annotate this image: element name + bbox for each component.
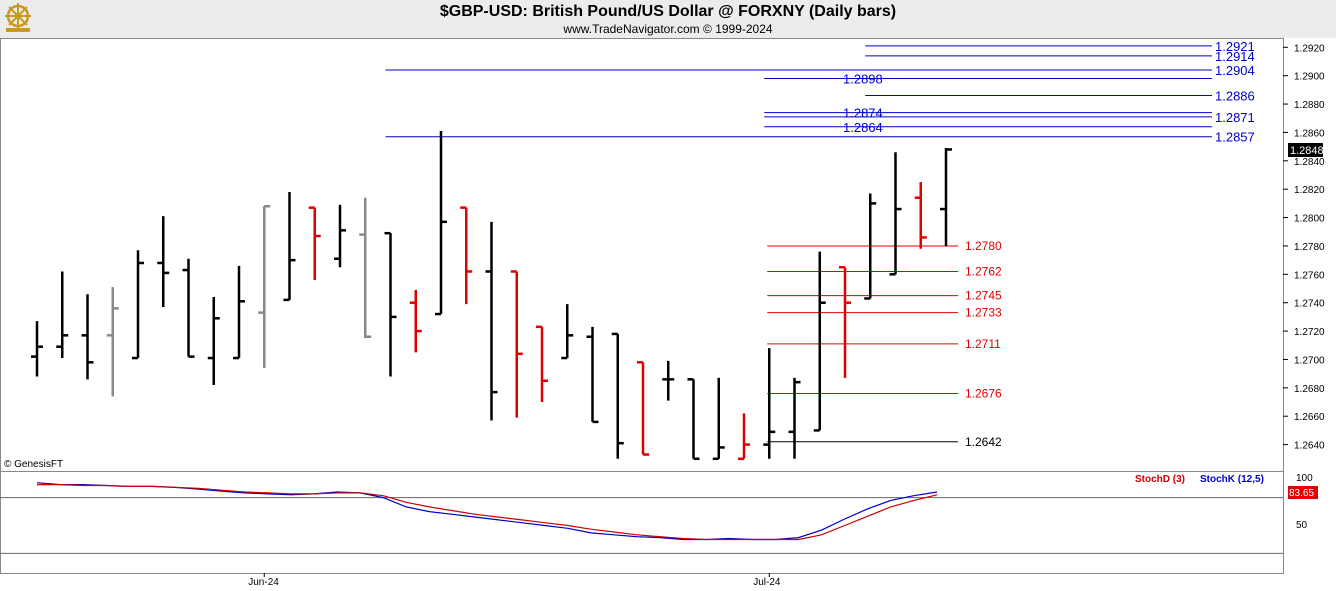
price-tick-label: 1.2720 (1294, 327, 1325, 338)
resistance-label: 1.2874 (843, 106, 883, 121)
resistance-label: 1.2921 (1215, 39, 1255, 54)
support-label: 1.2780 (965, 239, 1002, 253)
price-tick-label: 1.2900 (1294, 72, 1325, 83)
price-tick-label: 1.2800 (1294, 214, 1325, 225)
price-tick-label: 1.2820 (1294, 185, 1325, 196)
legend-stochk: StochK (12,5) (1200, 474, 1264, 485)
price-tick-label: 1.2860 (1294, 128, 1325, 139)
price-tick-label: 1.2640 (1294, 441, 1325, 452)
support-label: 1.2762 (965, 264, 1002, 278)
price-tick-label: 1.2920 (1294, 43, 1325, 54)
chart-subtitle: www.TradeNavigator.com © 1999-2024 (563, 22, 773, 36)
resistance-label: 1.2857 (1215, 130, 1255, 145)
last-stoch-label: 83.65 (1289, 488, 1314, 499)
resistance-label: 1.2904 (1215, 63, 1255, 78)
ship-wheel-icon (2, 2, 34, 39)
chart-title: $GBP-USD: British Pound/US Dollar @ FORX… (439, 3, 897, 20)
price-axis-group: 1.2920 1.2900 1.2880 1.2860 1.2840 1.2820 1.28… (1283, 43, 1325, 452)
support-label: 1.2642 (965, 435, 1002, 449)
stochd-line (37, 484, 938, 541)
time-axis-group: Jun-24 Jul-24 (248, 573, 781, 588)
resistance-label: 1.2864 (843, 120, 883, 135)
last-price-label: 1.2848 (1290, 145, 1324, 157)
price-tick-label: 1.2780 (1294, 242, 1325, 253)
time-tick-label: Jun-24 (248, 577, 279, 588)
price-tick-label: 1.2700 (1294, 355, 1325, 366)
resistance-label: 1.2886 (1215, 89, 1255, 104)
price-tick-label: 1.2760 (1294, 270, 1325, 281)
support-label: 1.2711 (965, 337, 1001, 351)
price-tick-label: 1.2680 (1294, 384, 1325, 395)
resistance-label: 1.2898 (843, 72, 883, 87)
plot-frame (0, 38, 1284, 574)
time-tick-label: Jul-24 (753, 577, 781, 588)
chart-header: $GBP-USD: British Pound/US Dollar @ FORX… (0, 0, 1336, 38)
last-price-box (1288, 143, 1323, 157)
support-label: 1.2745 (965, 289, 1002, 303)
resistance-label: 1.2871 (1215, 110, 1255, 125)
support-label: 1.2676 (965, 387, 1002, 401)
stochastic-panel (0, 482, 1283, 554)
price-tick-label: 1.2840 (1294, 157, 1325, 168)
price-tick-label: 1.2660 (1294, 412, 1325, 423)
stoch-tick-50: 50 (1296, 520, 1308, 531)
stoch-tick-100: 100 (1296, 473, 1313, 484)
price-tick-label: 1.2880 (1294, 100, 1325, 111)
legend-stochd: StochD (3) (1135, 474, 1185, 485)
stochk-line (36, 482, 938, 541)
price-tick-label: 1.2740 (1294, 299, 1325, 310)
last-stoch-box (1288, 486, 1318, 499)
resistance-label: 1.2914 (1215, 49, 1255, 64)
support-label: 1.2733 (965, 306, 1002, 320)
price-bars-group (31, 131, 952, 461)
copyright-label: © GenesisFT (4, 459, 63, 470)
price-axis-bg (1284, 38, 1336, 591)
